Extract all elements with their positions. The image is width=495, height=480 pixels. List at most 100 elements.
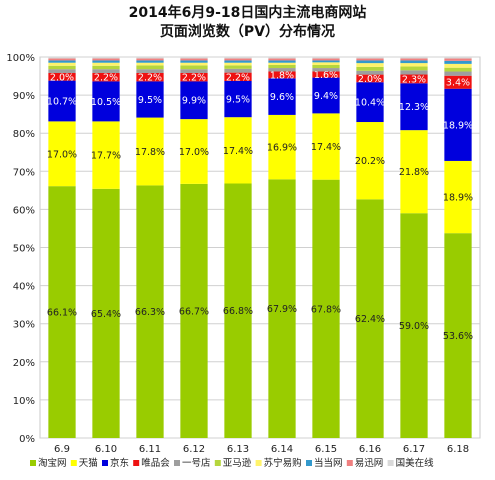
- bar-segment: [356, 63, 384, 67]
- bar-segment: [400, 58, 428, 61]
- y-tick-label: 70%: [13, 167, 35, 178]
- bar-segment: [224, 58, 252, 61]
- bar-segment: [312, 62, 340, 66]
- legend-item: 亚马逊: [214, 458, 252, 469]
- x-tick-label: 6.9: [54, 444, 70, 455]
- bar-segment: [136, 69, 164, 74]
- bar-segment: [400, 57, 428, 59]
- data-label: 67.9%: [267, 304, 297, 315]
- bar-segment: [180, 69, 208, 74]
- legend-label: 京东: [110, 457, 129, 469]
- bar-segment: [180, 62, 208, 66]
- data-label: 65.4%: [91, 309, 121, 320]
- legend-item: 当当网: [306, 457, 343, 469]
- bar-stacks: 66.1%17.0%10.7%2.0%65.4%17.7%10.5%2.2%66…: [47, 57, 473, 438]
- legend-swatch: [102, 460, 108, 466]
- bar-segment: [224, 65, 252, 69]
- legend-swatch: [214, 460, 221, 466]
- bar-segment: [48, 65, 76, 70]
- bar-segment: [356, 199, 384, 438]
- bar-segment: [268, 57, 296, 59]
- legend-item: 唯品会: [133, 457, 170, 469]
- bar-segment: [224, 72, 252, 82]
- bar-segment: [268, 58, 296, 61]
- legend-item: 淘宝网: [30, 457, 67, 469]
- bar-segment: [48, 80, 76, 122]
- bar-segment: [136, 117, 164, 186]
- bar-segment: [48, 57, 76, 59]
- x-tick-label: 6.14: [271, 444, 293, 455]
- bar-segment: [444, 60, 472, 64]
- legend-swatch: [70, 460, 77, 466]
- bar-segment: [444, 57, 472, 59]
- legend-item: 天猫: [70, 457, 98, 469]
- data-label: 10.7%: [47, 97, 77, 108]
- y-tick-label: 20%: [13, 358, 35, 369]
- legend: 淘宝网 天猫 京东 唯品会 一号店 亚马逊 苏宁易购 当当网 易迅网 国美在线: [30, 457, 434, 469]
- bar-segment: [92, 188, 120, 438]
- data-label: 2.3%: [402, 74, 426, 85]
- bar-segment: [444, 88, 472, 161]
- legend-swatch: [30, 460, 36, 466]
- bar-segment: [356, 60, 384, 64]
- bar-segment: [444, 160, 472, 234]
- data-label: 18.9%: [443, 120, 473, 131]
- bar-segment: [92, 57, 120, 59]
- bar-segment: [268, 65, 296, 69]
- data-label: 17.0%: [47, 149, 77, 160]
- legend-label: 当当网: [314, 457, 343, 469]
- y-tick-label: 60%: [13, 205, 35, 216]
- bar-segment: [180, 183, 208, 438]
- legend-item: 苏宁易购: [255, 457, 302, 469]
- legend-swatch: [346, 460, 353, 466]
- x-tick-label: 6.16: [359, 444, 381, 455]
- y-tick-label: 40%: [13, 282, 35, 293]
- bar-segment: [356, 66, 384, 71]
- data-label: 66.3%: [135, 307, 165, 318]
- y-tick-label: 30%: [13, 320, 35, 331]
- bar-segment: [224, 62, 252, 66]
- bar-segment: [48, 60, 76, 63]
- bar-segment: [92, 73, 120, 82]
- bar-segment: [400, 213, 428, 438]
- data-label: 20.2%: [355, 156, 385, 167]
- bar-segment: [136, 60, 164, 63]
- bar-segment: [136, 58, 164, 61]
- bar-segment: [92, 81, 120, 122]
- data-label: 17.7%: [91, 151, 121, 162]
- bar-segment: [180, 57, 208, 59]
- bar-segment: [136, 57, 164, 59]
- bar-segment: [312, 113, 340, 180]
- bar-segment: [180, 119, 208, 184]
- bar-segment: [48, 121, 76, 187]
- legend-label: 唯品会: [141, 457, 170, 469]
- bar-segment: [444, 71, 472, 76]
- bar-stack-6.14: 67.9% 16.9% 9.6% 1.8%: [267, 57, 297, 438]
- chart-title-line-1: 2014年6月9-18日国内主流电商网站: [128, 5, 367, 21]
- bar-stack-6.11: 66.3% 17.8% 9.5% 2.2%: [135, 57, 165, 438]
- legend-label: 苏宁易购: [264, 457, 302, 469]
- y-tick-label: 80%: [13, 129, 35, 140]
- legend-item: 一号店: [174, 457, 211, 469]
- data-label: 10.4%: [355, 98, 385, 109]
- data-label: 9.6%: [270, 92, 294, 103]
- data-label: 18.9%: [443, 193, 473, 204]
- bar-segment: [356, 58, 384, 61]
- bar-segment: [356, 70, 384, 75]
- bar-segment: [356, 57, 384, 59]
- y-tick-label: 10%: [13, 396, 35, 407]
- data-label: 66.8%: [223, 306, 253, 317]
- bar-segment: [268, 71, 296, 79]
- data-label: 66.1%: [47, 308, 77, 319]
- legend-item: 国美在线: [387, 457, 434, 469]
- bar-segment: [400, 83, 428, 131]
- bar-segment: [224, 183, 252, 438]
- data-label: 2.0%: [358, 74, 382, 85]
- bar-segment: [268, 179, 296, 438]
- x-tick-label: 6.12: [183, 444, 205, 455]
- bar-stack-6.16: 62.4% 20.2% 10.4% 2.0%: [355, 57, 385, 438]
- y-tick-label: 50%: [13, 244, 35, 255]
- bar-segment: [400, 70, 428, 75]
- legend-swatch: [387, 460, 394, 466]
- legend-swatch: [255, 460, 262, 466]
